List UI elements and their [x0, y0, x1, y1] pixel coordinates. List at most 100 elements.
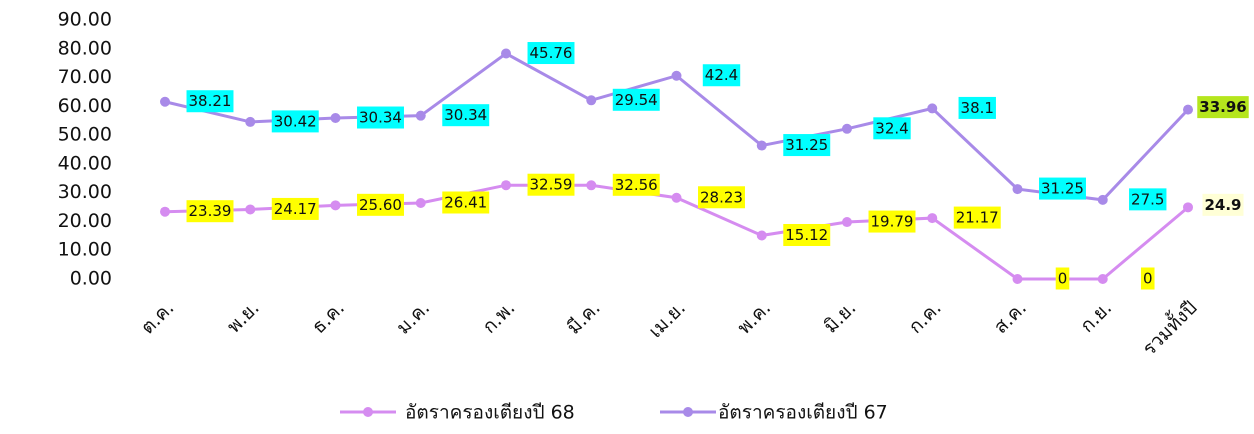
point [842, 217, 852, 228]
data-label: 27.5 [1129, 188, 1167, 211]
x-tick-label: ม.ค. [392, 297, 434, 339]
data-label: 32.59 [527, 173, 575, 196]
point [330, 113, 341, 124]
data-label-bg [702, 64, 741, 87]
data-label-text: 31.25 [785, 136, 828, 154]
y-tick-label: 50.00 [58, 124, 112, 146]
y-tick-label: 40.00 [58, 152, 112, 174]
x-tick-label: พ.ย. [223, 297, 264, 338]
data-label-text: 31.25 [1041, 180, 1084, 198]
y-tick-label: 90.00 [58, 9, 112, 31]
data-label: 31.25 [1039, 177, 1086, 200]
x-tick-label: มิ.ย. [820, 297, 861, 338]
data-label-bg [357, 193, 404, 216]
data-label: 32.4 [873, 117, 911, 140]
data-label-bg [1140, 267, 1155, 290]
data-label-bg [186, 90, 234, 113]
data-label-bg [442, 104, 490, 127]
data-label: 24.9 [1202, 193, 1244, 216]
point [1183, 104, 1193, 115]
data-label-bg [868, 210, 916, 233]
x-tick-label: มี.ค. [563, 297, 605, 339]
data-label-text: 29.54 [615, 91, 658, 109]
data-label: 30.34 [442, 104, 490, 127]
point [586, 180, 597, 191]
data-label-bg [698, 186, 745, 209]
point [756, 230, 767, 241]
data-label: 0 [1140, 267, 1155, 290]
data-label-bg [357, 106, 404, 129]
data-label-text: 27.5 [1131, 190, 1164, 208]
data-label-bg [873, 117, 911, 140]
data-label: 23.39 [186, 200, 234, 223]
data-label: 45.76 [527, 42, 575, 65]
point [415, 110, 426, 121]
x-tick-label: ต.ค. [137, 297, 179, 339]
data-label-text: 0 [1143, 270, 1153, 288]
point [160, 206, 170, 217]
data-label-bg [271, 110, 319, 133]
data-label: 0 [1055, 267, 1070, 290]
data-label-bg [1039, 177, 1086, 200]
y-tick-label: 80.00 [58, 37, 112, 59]
data-label-text: 21.17 [956, 209, 999, 227]
y-tick-label: 60.00 [58, 95, 112, 117]
data-label: 38.21 [186, 90, 234, 113]
data-label-bg [783, 134, 831, 157]
data-label: 28.23 [698, 186, 745, 209]
x-tick-label: เม.ย. [645, 297, 690, 342]
data-label-bg [527, 42, 575, 65]
data-label-bg [953, 206, 1001, 229]
data-label-text: 26.41 [444, 193, 487, 211]
data-label-text: 30.34 [444, 106, 487, 124]
point [842, 123, 852, 134]
data-label-bg [612, 173, 660, 196]
data-label-bg [1202, 193, 1244, 216]
data-label-bg [442, 191, 490, 214]
data-label-text: 33.96 [1199, 98, 1246, 116]
point [1183, 202, 1193, 213]
data-label-text: 28.23 [700, 188, 743, 206]
point [245, 204, 256, 215]
data-label: 31.25 [783, 134, 831, 157]
point [245, 116, 256, 127]
point [586, 95, 597, 106]
data-label-text: 19.79 [871, 213, 914, 231]
data-label-text: 24.17 [274, 200, 317, 218]
data-label-bg [1129, 188, 1167, 211]
x-tick-label: ธ.ค. [308, 297, 349, 338]
legend-marker [683, 407, 693, 417]
y-tick-label: 10.00 [58, 239, 112, 261]
data-label-bg [612, 88, 660, 111]
data-label-bg [186, 200, 234, 223]
point [927, 213, 938, 224]
point [671, 192, 682, 203]
point [415, 197, 426, 208]
data-label: 38.1 [958, 96, 996, 119]
point [1097, 194, 1108, 205]
x-tick-label: ก.ค. [904, 297, 945, 338]
point [1097, 274, 1108, 284]
data-label: 15.12 [783, 223, 831, 246]
data-label: 21.17 [953, 206, 1001, 229]
data-label-bg [1197, 96, 1249, 119]
data-label-text: 45.76 [530, 44, 573, 62]
data-label-text: 30.42 [274, 112, 317, 130]
legend-marker [363, 407, 373, 417]
data-label-bg [527, 173, 575, 196]
data-label: 33.96 [1197, 96, 1249, 119]
data-label-bg [1055, 267, 1070, 290]
data-label-text: 23.39 [189, 202, 232, 220]
data-label-text: 24.9 [1204, 196, 1241, 214]
data-label: 19.79 [868, 210, 916, 233]
legend-label: อัตราครองเตียงปี 67 [718, 402, 888, 424]
data-label-text: 15.12 [785, 226, 828, 244]
point [501, 48, 511, 59]
point [330, 200, 341, 211]
data-label-bg [958, 96, 996, 119]
x-tick-label: รวมทั้งปี [1136, 295, 1201, 360]
legend-label: อัตราครองเตียงปี 68 [405, 402, 575, 424]
data-label: 25.60 [357, 193, 404, 216]
point [927, 103, 938, 114]
